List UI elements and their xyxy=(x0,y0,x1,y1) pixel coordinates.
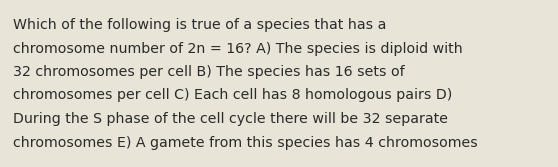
Text: 32 chromosomes per cell B) The species has 16 sets of: 32 chromosomes per cell B) The species h… xyxy=(13,65,405,79)
Text: chromosomes per cell C) Each cell has 8 homologous pairs D): chromosomes per cell C) Each cell has 8 … xyxy=(13,89,452,103)
Text: chromosome number of 2n = 16? A) The species is diploid with: chromosome number of 2n = 16? A) The spe… xyxy=(13,42,463,55)
Text: chromosomes E) A gamete from this species has 4 chromosomes: chromosomes E) A gamete from this specie… xyxy=(13,135,478,149)
Text: During the S phase of the cell cycle there will be 32 separate: During the S phase of the cell cycle the… xyxy=(13,112,448,126)
Text: Which of the following is true of a species that has a: Which of the following is true of a spec… xyxy=(13,18,386,32)
